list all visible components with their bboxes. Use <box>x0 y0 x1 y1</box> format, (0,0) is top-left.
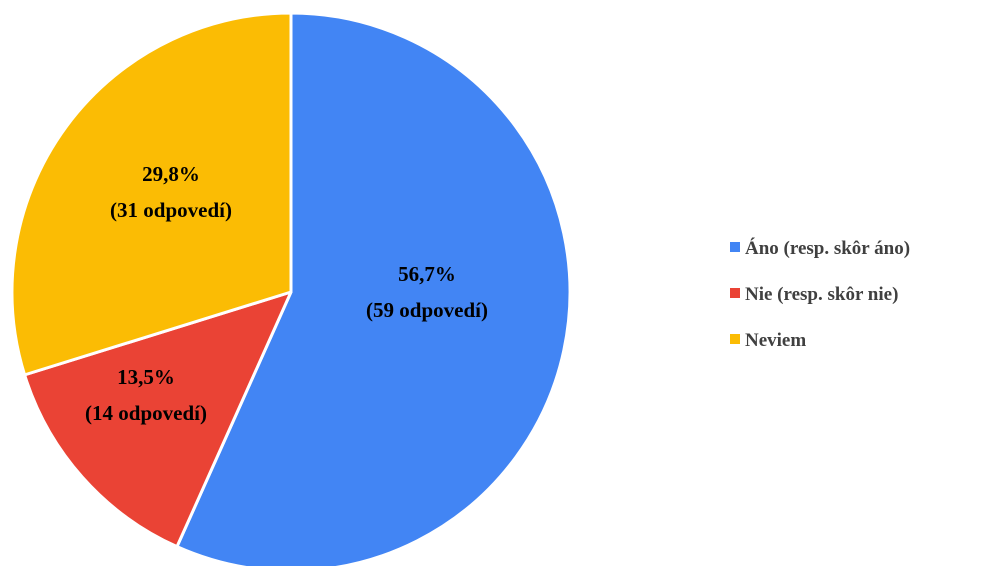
slice-percent-label: 13,5% <box>117 365 175 389</box>
legend-label: Áno (resp. skôr áno) <box>745 237 910 259</box>
legend-item: Neviem <box>730 330 806 351</box>
slice-count-label: (14 odpovedí) <box>85 401 207 425</box>
legend-label: Neviem <box>745 330 806 351</box>
legend-item: Nie (resp. skôr nie) <box>730 284 898 305</box>
slice-count-label: (59 odpovedí) <box>366 298 488 322</box>
slice-percent-label: 29,8% <box>142 162 200 186</box>
slice-count-label: (31 odpovedí) <box>110 198 232 222</box>
legend-item: Áno (resp. skôr áno) <box>730 237 910 259</box>
legend-swatch <box>730 242 740 252</box>
pie-slice-neviem <box>10 11 293 377</box>
legend-label: Nie (resp. skôr nie) <box>745 284 898 305</box>
legend-swatch <box>730 334 740 344</box>
slice-percent-label: 56,7% <box>398 262 456 286</box>
legend-swatch <box>730 288 740 298</box>
pie-slice-ano-resp-skor-ano <box>175 11 572 566</box>
